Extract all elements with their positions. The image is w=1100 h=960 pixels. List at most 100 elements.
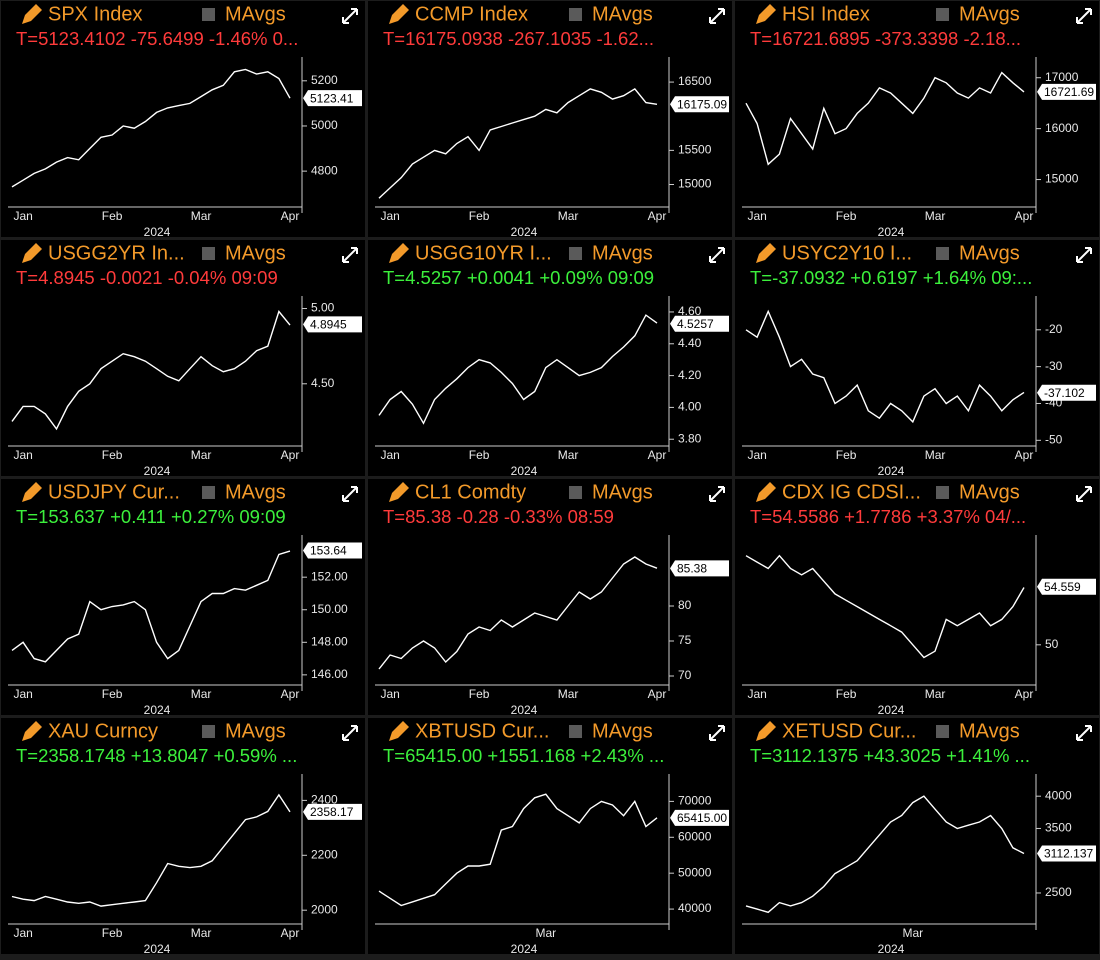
chart-title: USGG10YR I...	[415, 242, 552, 264]
quote-line: T=16721.6895 -373.3398 -2.18...	[750, 28, 1021, 49]
mavgs-checkbox[interactable]	[569, 486, 582, 499]
y-tick-label: 148.00	[311, 634, 348, 648]
x-tick-label: Feb	[469, 687, 490, 701]
chart-title: HSI Index	[782, 3, 870, 25]
x-tick-label: Mar	[902, 926, 923, 940]
expand-icon[interactable]	[709, 486, 725, 502]
y-tick-label: 146.00	[311, 667, 348, 681]
expand-icon[interactable]	[1076, 8, 1092, 24]
mavgs-checkbox[interactable]	[202, 247, 215, 260]
y-tick-label: 80	[678, 598, 692, 612]
edit-icon[interactable]	[389, 4, 409, 24]
mavgs-checkbox[interactable]	[569, 8, 582, 21]
last-value-box	[1037, 578, 1096, 595]
edit-icon[interactable]	[756, 4, 776, 24]
last-value-label: 16721.69	[1044, 85, 1094, 99]
edit-icon[interactable]	[389, 721, 409, 741]
y-tick-label: 150.00	[311, 602, 348, 616]
edit-icon[interactable]	[389, 243, 409, 263]
x-tick-label: Feb	[102, 687, 123, 701]
edit-icon[interactable]	[389, 482, 409, 502]
panel	[735, 240, 1099, 476]
x-tick-label: Mar	[925, 209, 946, 223]
expand-icon[interactable]	[342, 247, 358, 263]
x-tick-label: Feb	[836, 687, 857, 701]
x-tick-label: Apr	[281, 687, 300, 701]
mavgs-checkbox[interactable]	[569, 247, 582, 260]
chart-title: CCMP Index	[415, 3, 528, 25]
mavgs-checkbox[interactable]	[936, 247, 949, 260]
edit-icon[interactable]	[756, 243, 776, 263]
price-line	[745, 309, 1025, 424]
panel	[368, 240, 732, 476]
mavgs-checkbox[interactable]	[202, 725, 215, 738]
mavgs-checkbox[interactable]	[569, 725, 582, 738]
y-tick-label: 4.00	[678, 400, 702, 414]
edit-icon[interactable]	[22, 721, 42, 741]
mavgs-label: MAvgs	[225, 242, 286, 264]
last-value-box	[1037, 83, 1096, 100]
y-tick-label: 15000	[678, 177, 712, 191]
chart-title: XBTUSD Cur...	[415, 720, 549, 742]
x-tick-label: Mar	[925, 687, 946, 701]
x-axis-label: 2024	[511, 942, 538, 956]
expand-icon[interactable]	[342, 725, 358, 741]
y-tick-label: 2400	[311, 793, 338, 807]
expand-icon[interactable]	[1076, 486, 1092, 502]
edit-icon[interactable]	[756, 482, 776, 502]
x-tick-label: Jan	[13, 209, 32, 223]
price-line	[745, 795, 1025, 914]
last-value-label: 54.559	[1044, 580, 1081, 594]
x-tick-label: Jan	[13, 926, 32, 940]
expand-icon[interactable]	[709, 725, 725, 741]
last-value-label: 16175.09	[677, 97, 727, 111]
edit-icon[interactable]	[22, 482, 42, 502]
mavgs-checkbox[interactable]	[202, 486, 215, 499]
mavgs-label: MAvgs	[959, 720, 1020, 742]
x-tick-label: Apr	[648, 209, 667, 223]
expand-icon[interactable]	[342, 486, 358, 502]
mavgs-checkbox[interactable]	[936, 486, 949, 499]
x-tick-label: Apr	[281, 209, 300, 223]
x-tick-label: Mar	[191, 687, 212, 701]
quote-line: T=3112.1375 +43.3025 +1.41% ...	[750, 745, 1030, 766]
x-tick-label: Mar	[925, 448, 946, 462]
last-value-box	[670, 315, 729, 332]
expand-icon[interactable]	[709, 247, 725, 263]
x-axis-label: 2024	[144, 225, 171, 239]
mavgs-checkbox[interactable]	[936, 8, 949, 21]
price-line	[378, 87, 658, 199]
y-tick-label: 152.00	[311, 569, 348, 583]
last-value-box	[1037, 845, 1096, 862]
y-tick-label: 50000	[678, 865, 712, 879]
panel	[368, 1, 732, 237]
price-line	[378, 314, 658, 425]
quote-line: T=16175.0938 -267.1035 -1.62...	[383, 28, 654, 49]
last-value-label: 2358.17	[310, 805, 354, 819]
y-tick-label: 3.80	[678, 431, 702, 445]
mavgs-label: MAvgs	[225, 3, 286, 25]
y-tick-label: 2200	[311, 847, 338, 861]
mavgs-label: MAvgs	[592, 3, 653, 25]
edit-icon[interactable]	[756, 721, 776, 741]
expand-icon[interactable]	[709, 8, 725, 24]
expand-icon[interactable]	[1076, 247, 1092, 263]
y-tick-label: 4000	[1045, 788, 1072, 802]
expand-icon[interactable]	[1076, 725, 1092, 741]
y-tick-label: 4.60	[678, 304, 702, 318]
edit-icon[interactable]	[22, 243, 42, 263]
x-tick-label: Jan	[380, 448, 399, 462]
mavgs-checkbox[interactable]	[936, 725, 949, 738]
last-value-label: -37.102	[1044, 386, 1085, 400]
mavgs-label: MAvgs	[592, 720, 653, 742]
y-tick-label: 40000	[678, 901, 712, 915]
x-tick-label: Jan	[13, 448, 32, 462]
expand-icon[interactable]	[342, 8, 358, 24]
y-tick-label: 3500	[1045, 821, 1072, 835]
edit-icon[interactable]	[22, 4, 42, 24]
panel	[735, 718, 1099, 954]
chart-title: USGG2YR In...	[48, 242, 185, 264]
quote-line: T=85.38 -0.28 -0.33% 08:59	[383, 506, 614, 527]
last-value-label: 4.8945	[310, 318, 347, 332]
mavgs-checkbox[interactable]	[202, 8, 215, 21]
